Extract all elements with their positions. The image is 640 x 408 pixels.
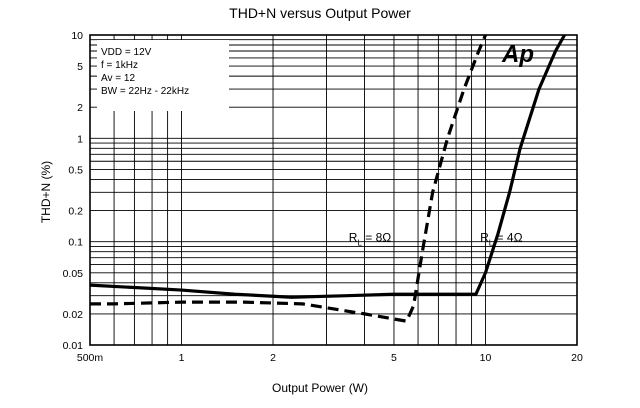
- x-tick-label: 2: [270, 352, 276, 364]
- x-tick-label: 10: [480, 352, 492, 364]
- y-axis-label: THD+N (%): [39, 161, 53, 223]
- condition-line: f = 1kHz: [101, 60, 138, 71]
- series-line-dashed: [90, 34, 487, 323]
- series-annotations: RL = 4Ω RL = 8Ω: [349, 231, 523, 248]
- y-tick-label: 0.2: [68, 206, 83, 218]
- series-line-solid: [89, 34, 566, 299]
- x-tick-label: 20: [571, 352, 583, 364]
- x-tick-label: 500m: [77, 352, 104, 364]
- y-tick-label: 0.5: [68, 164, 83, 176]
- series-lines: [89, 34, 566, 323]
- series-label: RL = 8Ω: [349, 231, 391, 248]
- y-tick-label: 0.1: [68, 237, 83, 249]
- y-tick-label: 0.05: [63, 268, 84, 280]
- series-label: RL = 4Ω: [480, 231, 522, 248]
- test-conditions-box: VDD = 12V f = 1kHz Av = 12 BW = 22Hz - 22kH…: [97, 40, 229, 111]
- y-tick-label: 2: [77, 102, 83, 114]
- plot-frame: [89, 34, 578, 346]
- condition-line: Av = 12: [101, 73, 135, 84]
- y-tick-label: 10: [71, 30, 83, 42]
- x-axis-label: Output Power (W): [272, 381, 368, 395]
- chart-title: THD+N versus Output Power: [229, 5, 411, 21]
- x-tick-label: 5: [391, 352, 397, 364]
- condition-line: BW = 22Hz - 22kHz: [101, 86, 189, 97]
- y-tick-label: 0.01: [63, 340, 84, 352]
- x-tick-label: 1: [179, 352, 185, 364]
- y-tick-label: 1: [77, 133, 83, 145]
- y-tick-label: 0.02: [63, 309, 84, 321]
- condition-line: VDD = 12V: [101, 47, 152, 58]
- conditions-background: [97, 40, 229, 111]
- tick-labels: 500m 1 2 5 10 20 10 5 2 1 0.5 0.2 0.1 0.05 0.02 0.01: [63, 30, 583, 364]
- y-tick-label: 5: [77, 61, 83, 73]
- audio-precision-logo: Ap: [501, 41, 534, 68]
